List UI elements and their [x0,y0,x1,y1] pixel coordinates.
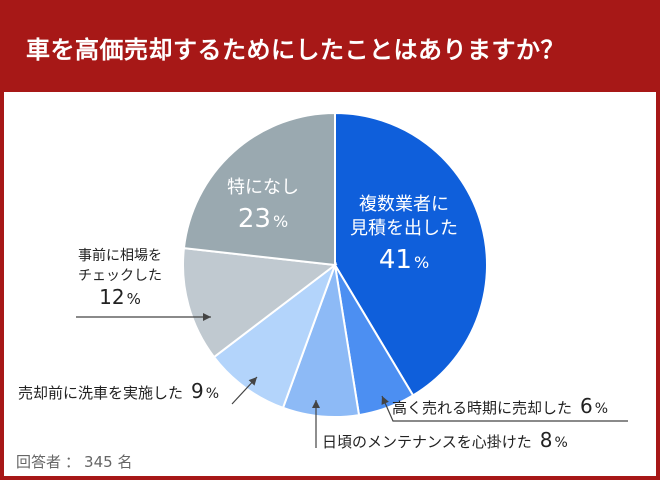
header-bar: 車を高価売却するためにしたことはありますか？ [4,0,656,92]
pie-slices [182,111,488,418]
slice-label: 日頃のメンテナンスを心掛けた 8% [322,428,568,452]
page-title: 車を高価売却するためにしたことはありますか？ [26,36,565,64]
leader-arrowhead [248,377,257,386]
slice-label: 売却前に洗車を実施した 9% [18,379,219,403]
leader-line [381,395,628,422]
slice-value-label: 41% [379,245,429,275]
slice-label: 高く売れる時期に売却した 6% [392,394,608,418]
slice-label: 見積を出した [350,218,458,239]
slice-value-label: 23% [238,204,288,234]
slice-label: 複数業者に [359,194,449,215]
pie-slice [182,247,338,359]
slice-label: 事前に相場を [78,247,162,264]
leader-arrowhead [203,313,211,321]
slice-label: チェックした [78,268,162,284]
pie-slice [334,111,488,397]
respondents-note: 回答者： 345 名 [16,453,133,471]
respondents-count: 345 [84,453,113,471]
slice-value-label: 12% [99,285,141,309]
pie-slice [182,111,336,267]
chart-area: 複数業者に見積を出した 41% 高く売れる時期に売却した 6% 日頃のメンテナンスを心掛… [4,92,656,476]
respondents-unit: 名 [117,453,133,471]
respondents-label: 回答者 [16,453,62,471]
slice-label: 特になし [227,177,299,198]
leader-arrowhead [381,396,389,405]
leader-arrowhead [312,400,320,408]
pie-slice [212,262,338,410]
